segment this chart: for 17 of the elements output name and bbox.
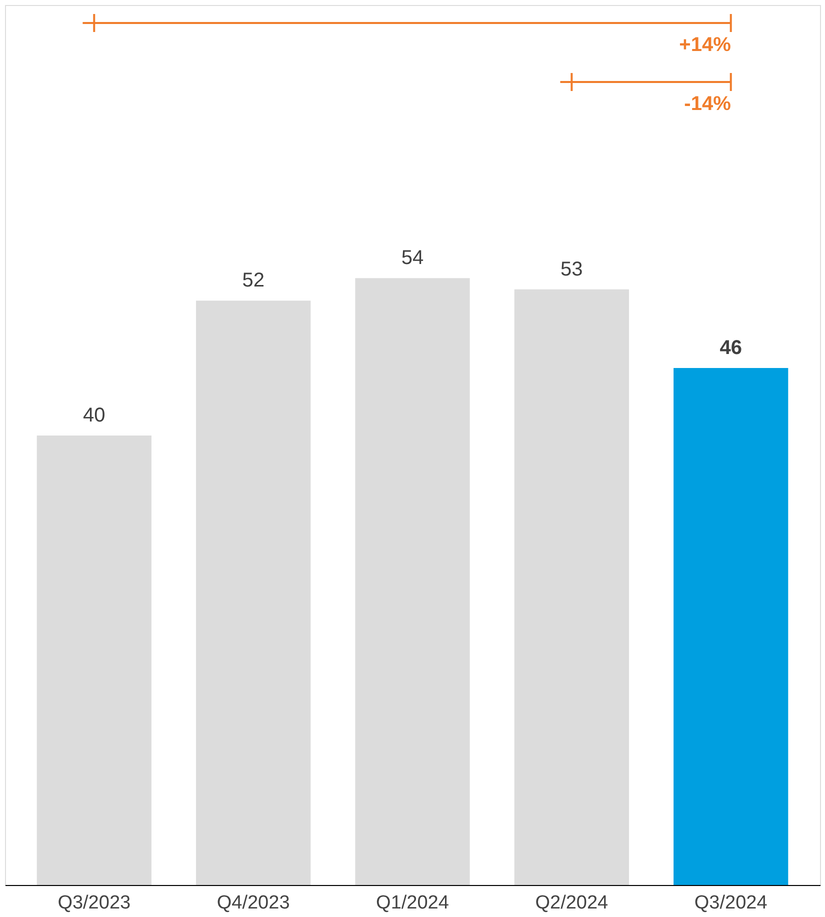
text: +14% bbox=[679, 34, 732, 56]
data-label: 53 bbox=[560, 258, 583, 280]
data-label: 40 bbox=[83, 404, 106, 426]
x-tick-label: Q4/2023 bbox=[216, 892, 290, 914]
bar bbox=[196, 300, 311, 885]
data-label: 46 bbox=[720, 337, 742, 360]
x-tick-label: Q3/2023 bbox=[58, 892, 131, 914]
bar bbox=[355, 278, 470, 885]
bar bbox=[674, 368, 788, 885]
data-label: 52 bbox=[242, 270, 264, 292]
bar bbox=[514, 289, 629, 885]
x-tick-label: Q2/2024 bbox=[535, 892, 609, 914]
text: -14% bbox=[684, 93, 732, 115]
x-tick-label: Q1/2024 bbox=[376, 892, 450, 914]
x-tick-label: Q3/2024 bbox=[694, 892, 768, 914]
bar bbox=[36, 435, 152, 885]
data-label: 54 bbox=[401, 247, 424, 270]
